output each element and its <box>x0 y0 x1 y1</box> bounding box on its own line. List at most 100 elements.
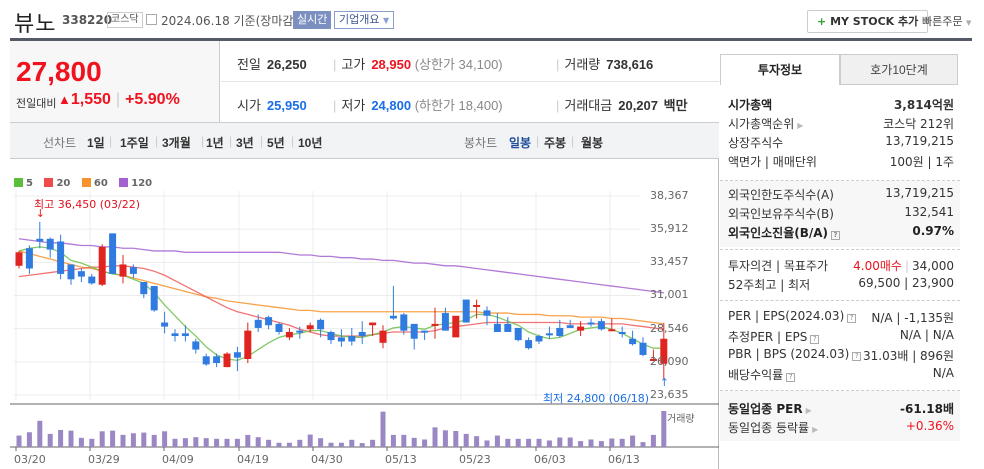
x-tick: 04/09 <box>162 453 194 466</box>
divider: | <box>115 91 121 108</box>
est-per-row: 추정PER | EPS? N/A | N/A <box>728 328 954 344</box>
stock-code: 338220 <box>62 13 113 27</box>
x-tick: 05/13 <box>385 453 417 466</box>
tab-order-book[interactable]: 호가10단계 <box>840 54 958 85</box>
period-1d[interactable]: 1일 <box>87 136 105 150</box>
company-info-label: 기업개요 <box>339 13 380 26</box>
period-3y[interactable]: 3년 <box>236 136 254 150</box>
low-annotation: 최저 24,800 (06/18) <box>543 392 650 405</box>
candle-chart-label: 봉차트 <box>464 136 498 150</box>
divider <box>720 180 960 181</box>
realtime-button[interactable]: 실시간 <box>293 11 332 29</box>
market-badge: 코스닥 <box>107 12 143 28</box>
period-5y[interactable]: 5년 <box>267 136 285 150</box>
stock-chart[interactable] <box>10 159 719 469</box>
quick-order-dropdown[interactable]: 빠른주문 ▼ <box>922 13 971 29</box>
change-percent: +5.90% <box>125 91 180 108</box>
quick-order-label: 빠른주문 <box>922 15 963 28</box>
info-row-1: 전일 26,250 | 고가 28,950 (상한가 34,100) | 거래량 738,… <box>221 41 719 82</box>
help-icon[interactable]: ? <box>831 231 841 240</box>
open-price: 시가 25,950 <box>237 98 307 113</box>
help-icon[interactable]: ? <box>847 314 857 323</box>
arrow-right-icon: ▶ <box>805 406 812 415</box>
x-tick: 06/03 <box>534 453 566 466</box>
foreign-limit-row: 외국인한도주식수(A) 13,719,215 <box>728 186 954 202</box>
volume-legend: 거래량 <box>662 410 695 425</box>
x-tick: 03/20 <box>14 453 46 466</box>
period-3m[interactable]: 3개월 <box>162 136 191 150</box>
candlestick-plot: ↓↑ <box>10 191 719 451</box>
candle-daily[interactable]: 일봉 <box>509 136 532 150</box>
candle-monthly[interactable]: 월봉 <box>581 136 604 150</box>
line-chart-label: 선차트 <box>43 136 77 150</box>
x-tick: 04/19 <box>237 453 269 466</box>
low-price: | 저가 24,800 (하한가 18,400) <box>333 98 503 113</box>
x-tick: 05/23 <box>459 453 491 466</box>
up-triangle-icon: ▲ <box>58 92 71 107</box>
help-icon[interactable]: ? <box>786 373 796 382</box>
help-icon[interactable]: ? <box>810 335 820 344</box>
x-tick: 04/30 <box>311 453 343 466</box>
trade-amount: | 거래대금 20,207 백만 <box>556 98 688 113</box>
sector-per-row[interactable]: 동일업종 PER ▶ -61.18배 <box>728 402 954 416</box>
period-1y[interactable]: 1년 <box>206 136 224 150</box>
legend-ma60: 60 <box>81 178 108 189</box>
price-summary <box>10 41 220 122</box>
y-tick: 26,090 <box>650 355 689 368</box>
change-label: 전일대비 <box>16 97 57 110</box>
opinion-row: 투자의견 | 목표주가 4.00매수 | 34,000 <box>728 259 954 273</box>
chevron-down-icon: ▼ <box>965 19 972 27</box>
help-icon[interactable]: ? <box>852 352 862 361</box>
foreign-ratio-row: 외국인소진율(B/A)? 0.97% <box>728 224 954 240</box>
high-price: | 고가 28,950 (상한가 34,100) <box>333 57 503 72</box>
change-amount: 1,550 <box>70 91 111 108</box>
svg-text:↑: ↑ <box>660 376 669 389</box>
market-cap-section: 시가총액 3,814억원 시가총액순위 ▶ 코스닥 212위 상장주식수 13,719,… <box>720 93 960 178</box>
market-cap-rank-row[interactable]: 시가총액순위 ▶ 코스닥 212위 <box>728 117 954 131</box>
divider <box>720 390 960 391</box>
info-row-2: 시가 25,950 | 저가 24,800 (하한가 18,400) | 거래대금 20,… <box>221 82 719 123</box>
sector-change-row[interactable]: 동일업종 등락률 ▶ +0.36% <box>728 419 954 435</box>
y-tick: 31,001 <box>650 288 689 301</box>
y-tick: 28,546 <box>650 322 689 335</box>
pbr-row: PBR | BPS (2024.03)? 31.03배 | 896원 <box>728 347 954 363</box>
foreign-holding-row: 외국인보유주식수(B) 132,541 <box>728 205 954 221</box>
chevron-down-icon: ▼ <box>382 16 390 25</box>
valuation-section: PER | EPS(2024.03)? N/A | -1,135원 추정PER |… <box>720 303 960 393</box>
prev-close: 전일 26,250 <box>237 57 307 72</box>
dividend-row: 배당수익률? N/A <box>728 366 954 382</box>
period-1w[interactable]: 1주일 <box>120 136 149 150</box>
period-10y[interactable]: 10년 <box>298 136 323 150</box>
ma-legend: 5 20 60 120 <box>14 178 160 189</box>
y-tick: 33,457 <box>650 255 689 268</box>
listed-shares-row: 상장주식수 13,719,215 <box>728 134 954 150</box>
chart-period-bar: 선차트 1일 | 1주일 | 3개월 | 1년 | 3년 | 5년 | 10년 … <box>10 122 719 159</box>
arrow-right-icon: ▶ <box>812 425 819 434</box>
price-change: ▲1,550 | +5.90% <box>58 91 180 109</box>
legend-ma5: 5 <box>14 178 33 189</box>
y-tick: 35,912 <box>650 222 689 235</box>
as-of-date: 2024.06.18 기준(장마감) <box>161 14 299 28</box>
divider <box>720 300 960 301</box>
svg-text:↓: ↓ <box>36 207 45 220</box>
52w-row: 52주최고 | 최저 69,500 | 23,900 <box>728 276 954 292</box>
opinion-section: 투자의견 | 목표주가 4.00매수 | 34,000 52주최고 | 최저 69,50… <box>720 252 960 302</box>
per-row: PER | EPS(2024.03)? N/A | -1,135원 <box>728 309 954 325</box>
x-tick: 03/29 <box>88 453 120 466</box>
arrow-right-icon: ▶ <box>797 121 804 130</box>
company-info-dropdown[interactable]: 기업개요 ▼ <box>334 11 395 29</box>
stock-name: 뷰노 <box>14 12 57 37</box>
divider <box>720 249 960 250</box>
candle-weekly[interactable]: 주봉 <box>544 136 567 150</box>
header-divider <box>10 38 972 41</box>
y-tick: 23,635 <box>650 388 689 401</box>
foreign-section: 외국인한도주식수(A) 13,719,215 외국인보유주식수(B) 132,541… <box>720 181 960 247</box>
tab-investment-info[interactable]: 투자정보 <box>720 54 840 85</box>
plus-icon: + <box>817 15 827 28</box>
par-value-row: 액면가 | 매매단위 100원 | 1주 <box>728 155 954 169</box>
x-tick: 06/13 <box>608 453 640 466</box>
add-my-stock-label: MY STOCK 추가 <box>830 15 919 28</box>
sector-section: 동일업종 PER ▶ -61.18배 동일업종 등락률 ▶ +0.36% <box>720 391 960 441</box>
add-my-stock-button[interactable]: + MY STOCK 추가 <box>807 10 929 33</box>
high-annotation: 최고 36,450 (03/22) <box>34 198 141 211</box>
